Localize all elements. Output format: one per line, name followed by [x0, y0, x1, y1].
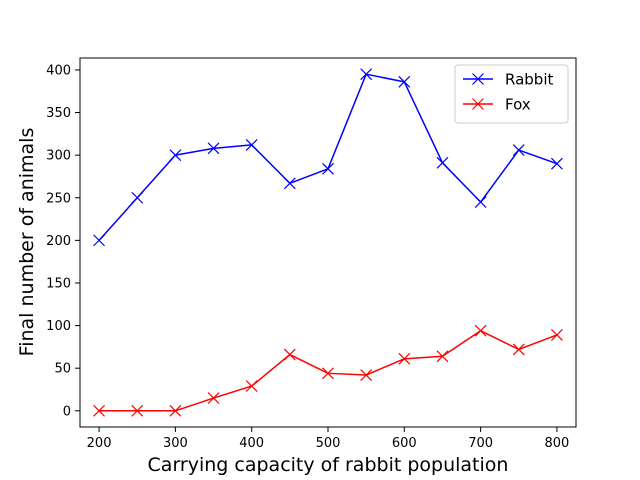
- legend-marker: [472, 98, 484, 110]
- data-point-rabbit: [398, 75, 411, 88]
- data-point-rabbit: [436, 156, 449, 169]
- data-point-rabbit: [169, 149, 182, 162]
- x-tick-label: 800: [545, 436, 570, 451]
- x-axis-label: Carrying capacity of rabbit population: [148, 454, 509, 476]
- data-point-rabbit: [360, 68, 373, 81]
- data-point-rabbit: [93, 234, 106, 247]
- data-point-rabbit: [550, 157, 563, 170]
- legend-item-fox: Fox: [463, 96, 531, 114]
- y-tick-label: 400: [46, 63, 71, 78]
- data-point-fox: [360, 369, 373, 381]
- data-point-fox: [322, 367, 334, 380]
- legend-label: Rabbit: [505, 71, 553, 89]
- data-point-fox: [512, 343, 525, 356]
- data-point-fox: [474, 324, 487, 337]
- data-point-rabbit: [283, 177, 296, 190]
- series-fox: [93, 324, 563, 417]
- y-tick-label: 200: [46, 234, 71, 249]
- y-tick-label: 300: [46, 149, 71, 164]
- y-tick-label: 250: [46, 191, 71, 206]
- data-point-fox: [245, 380, 258, 393]
- data-point-fox: [93, 404, 106, 417]
- data-point-fox: [169, 404, 182, 417]
- data-point-rabbit: [245, 138, 258, 151]
- x-axis: 200 300 400 500 600 700 800: [87, 427, 570, 451]
- y-tick-label: 150: [46, 276, 71, 291]
- y-axis: 0 50 100 150 200 250 300 350 400: [46, 63, 80, 419]
- y-tick-label: 50: [54, 362, 71, 377]
- x-tick-label: 300: [163, 436, 188, 451]
- x-tick-label: 500: [316, 436, 341, 451]
- data-point-fox: [207, 392, 220, 404]
- data-point-rabbit: [207, 142, 220, 155]
- series-layer: [93, 68, 563, 417]
- y-tick-label: 100: [46, 319, 71, 334]
- data-point-fox: [283, 348, 296, 361]
- series-line-fox: [99, 329, 558, 412]
- y-tick-label: 0: [63, 404, 71, 419]
- legend-item-rabbit: Rabbit: [463, 71, 553, 89]
- data-point-rabbit: [512, 144, 525, 156]
- legend: Rabbit Fox: [454, 64, 569, 124]
- data-point-fox: [398, 352, 411, 365]
- legend-marker: [472, 73, 484, 85]
- x-tick-label: 200: [87, 436, 112, 451]
- series-rabbit: [93, 68, 563, 247]
- data-point-fox: [550, 329, 563, 341]
- x-tick-label: 600: [392, 436, 417, 451]
- data-point-fox: [436, 350, 449, 363]
- data-point-rabbit: [131, 191, 144, 204]
- x-tick-label: 700: [468, 436, 493, 451]
- x-tick-label: 400: [239, 436, 264, 451]
- y-axis-label: Final number of animals: [16, 128, 38, 357]
- data-point-rabbit: [474, 196, 487, 208]
- data-point-fox: [131, 404, 144, 417]
- y-tick-label: 350: [46, 106, 71, 121]
- legend-label: Fox: [505, 96, 531, 114]
- data-point-rabbit: [322, 162, 334, 175]
